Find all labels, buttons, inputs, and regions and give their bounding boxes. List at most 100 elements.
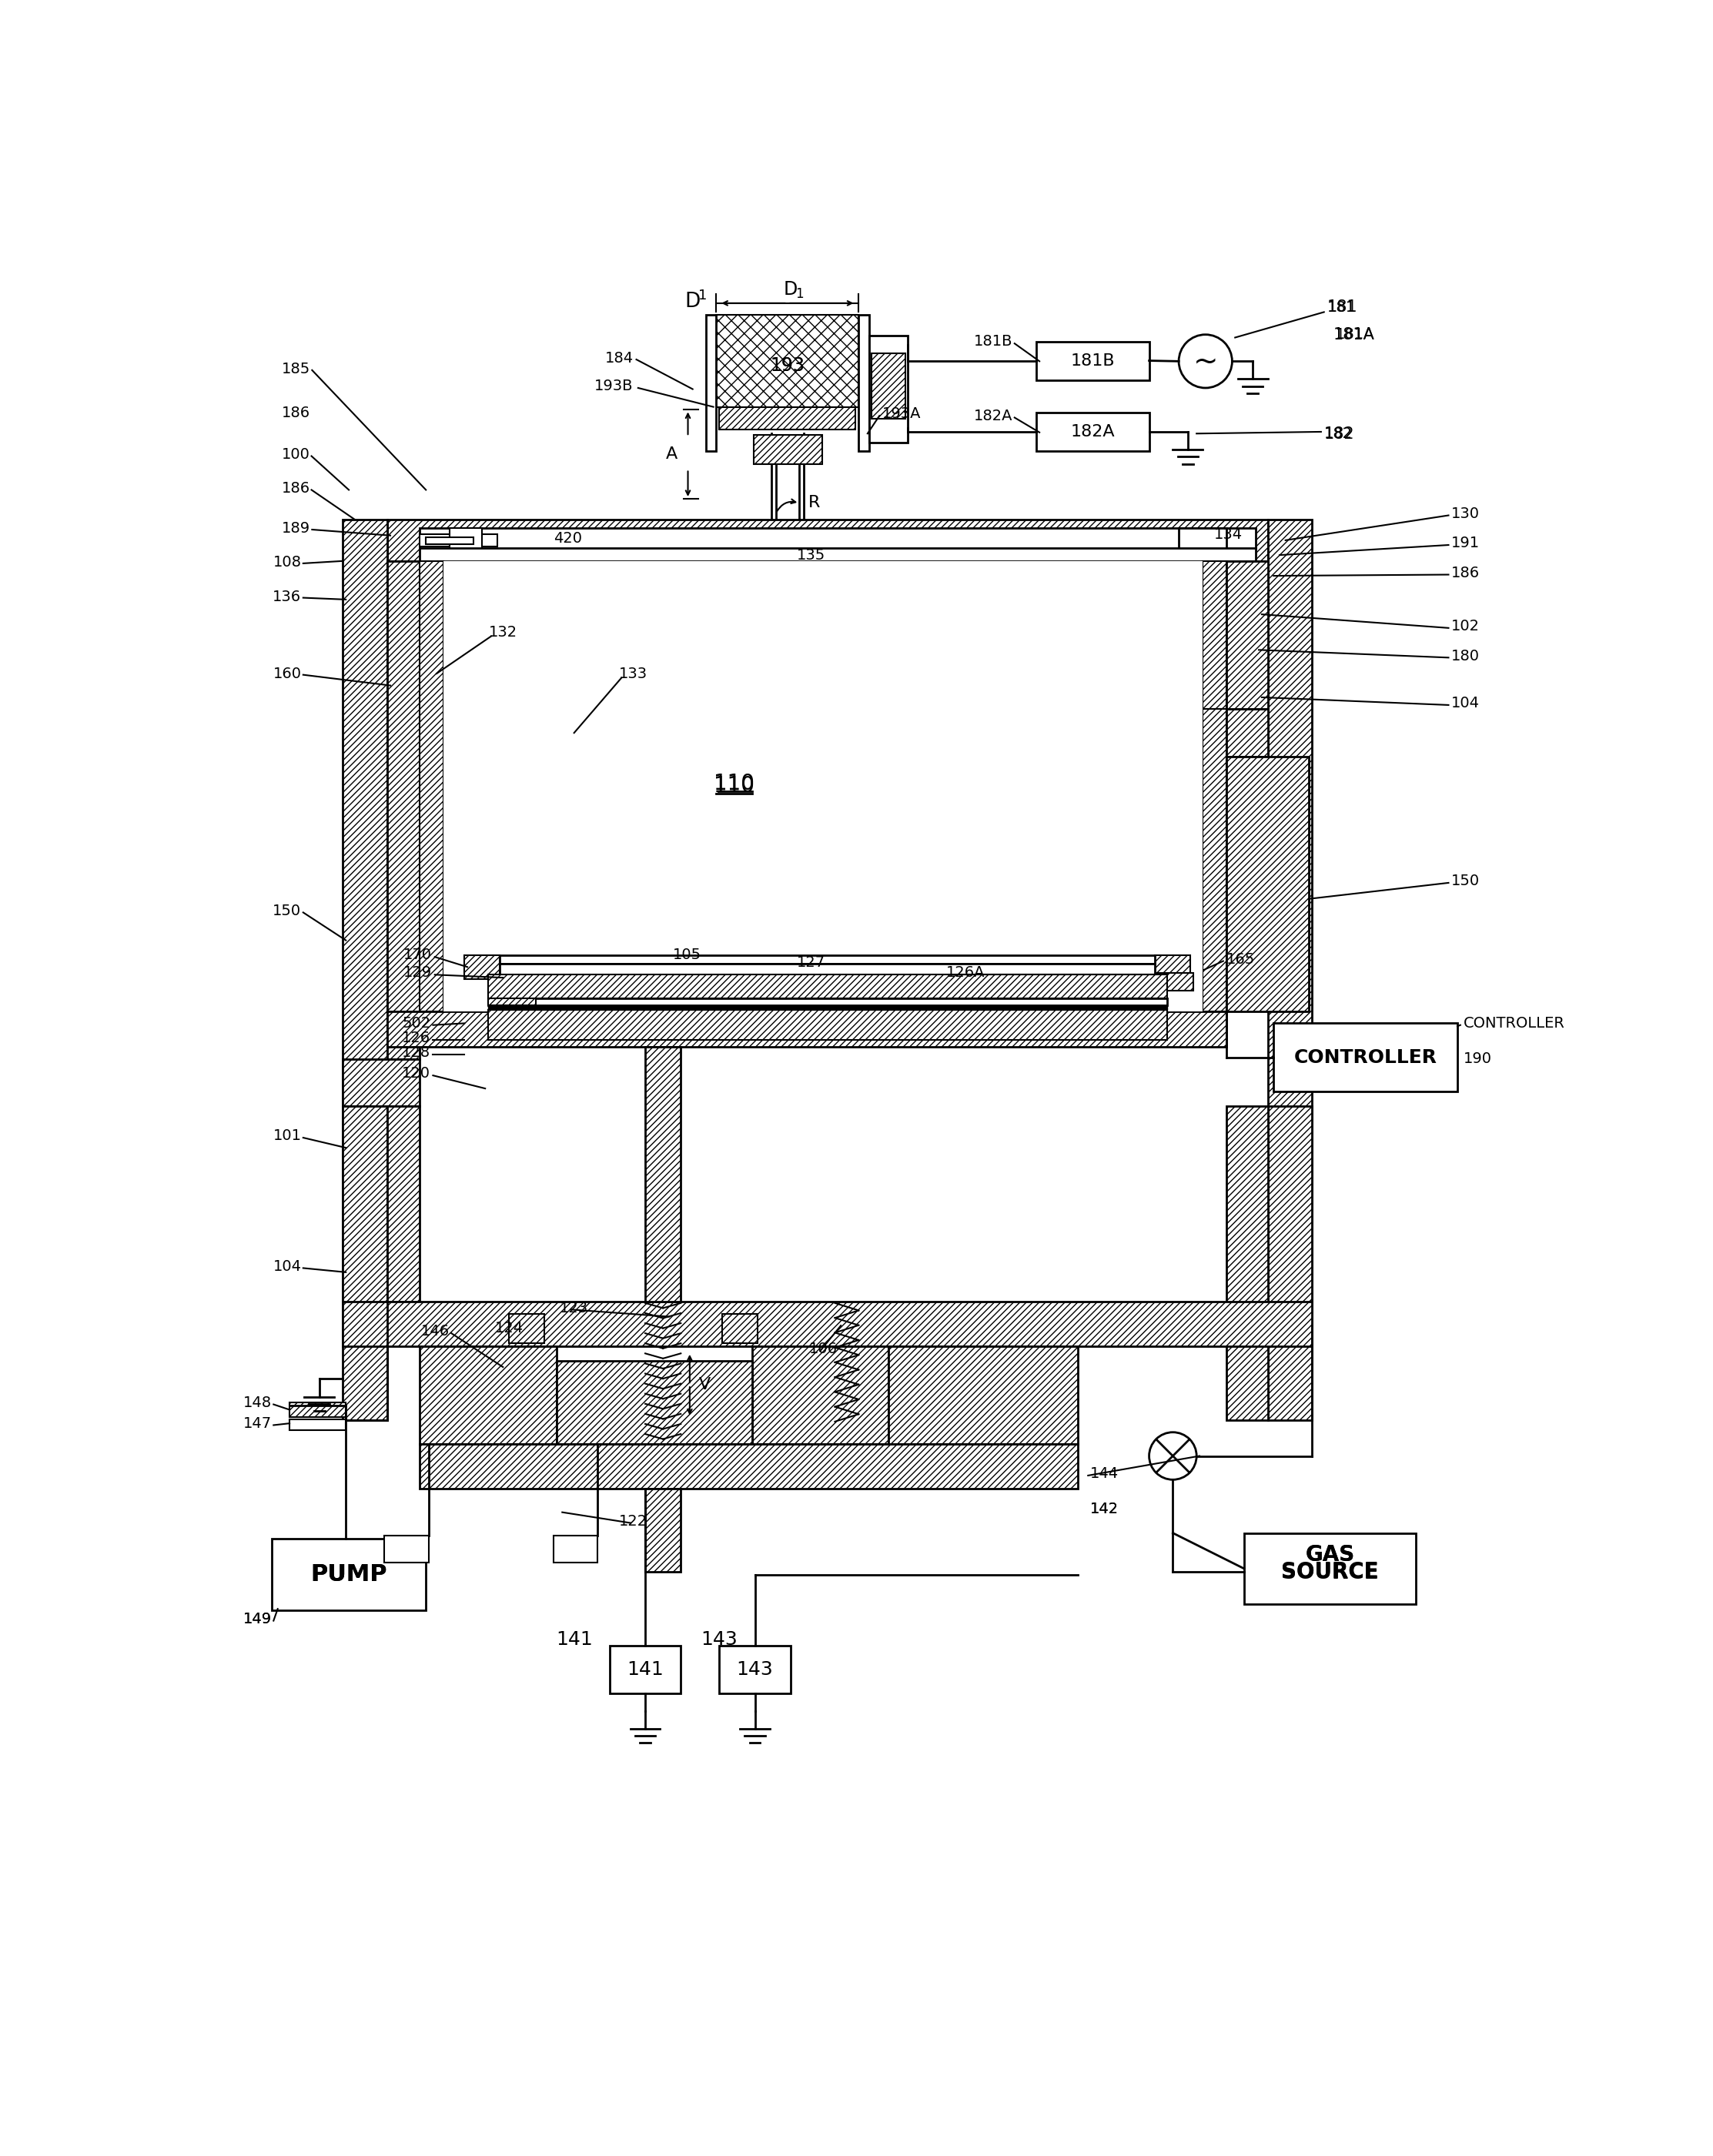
Text: 193B: 193B <box>594 379 634 392</box>
Text: 184: 184 <box>605 351 634 367</box>
Bar <box>706 315 716 451</box>
Bar <box>384 1535 428 1563</box>
Text: 133: 133 <box>618 666 648 681</box>
Text: 110: 110 <box>714 776 754 798</box>
Text: 122: 122 <box>618 1514 648 1529</box>
Bar <box>289 1404 346 1416</box>
Text: V: V <box>699 1378 711 1393</box>
Bar <box>557 1360 752 1445</box>
Bar <box>646 1488 680 1572</box>
Bar <box>1227 561 1268 709</box>
Text: ~: ~ <box>1192 347 1218 375</box>
Bar <box>1203 561 1227 709</box>
Bar <box>1274 1024 1458 1091</box>
Text: 129: 129 <box>403 966 432 981</box>
Bar <box>868 336 908 442</box>
Bar <box>1155 955 1191 979</box>
Text: R: R <box>809 496 821 511</box>
Bar <box>646 1048 680 1302</box>
Bar <box>1036 341 1149 379</box>
Text: 105: 105 <box>673 949 701 962</box>
Bar <box>444 561 1203 1011</box>
Text: PUMP: PUMP <box>310 1563 387 1585</box>
Bar <box>420 535 497 545</box>
Text: 126A: 126A <box>946 966 985 981</box>
Bar <box>1244 1533 1417 1604</box>
Text: 165: 165 <box>1227 953 1256 966</box>
Text: CONTROLLER: CONTROLLER <box>1293 1048 1437 1067</box>
Bar <box>1179 528 1227 550</box>
Text: D: D <box>685 291 701 310</box>
Bar <box>553 1535 598 1563</box>
Bar <box>610 1645 680 1692</box>
Text: 127: 127 <box>797 955 826 970</box>
Text: 170: 170 <box>403 949 432 962</box>
Text: 191: 191 <box>1451 537 1480 550</box>
Bar <box>420 1445 1077 1488</box>
Bar <box>420 1345 557 1445</box>
Bar <box>387 520 1268 561</box>
Bar <box>1227 709 1268 757</box>
Bar <box>343 1059 420 1106</box>
Text: CONTROLLER: CONTROLLER <box>1463 1015 1566 1031</box>
Bar <box>719 407 856 429</box>
Text: 100: 100 <box>283 446 310 461</box>
Bar <box>420 561 444 1011</box>
Text: 182: 182 <box>1324 427 1353 440</box>
Bar <box>488 975 1167 998</box>
Text: 182A: 182A <box>1071 425 1115 440</box>
Text: GAS: GAS <box>1305 1544 1355 1565</box>
Bar <box>464 955 500 979</box>
Bar <box>343 520 387 1313</box>
Bar <box>420 528 1256 550</box>
Bar <box>343 1106 387 1421</box>
Text: 160: 160 <box>272 666 301 681</box>
Text: 181B: 181B <box>975 334 1012 349</box>
Bar <box>872 354 906 418</box>
Bar <box>723 1313 757 1343</box>
Text: 502: 502 <box>403 1015 430 1031</box>
Text: 135: 135 <box>797 548 826 563</box>
Text: 123: 123 <box>560 1300 588 1315</box>
Bar <box>289 1419 346 1429</box>
Text: 190: 190 <box>1463 1052 1492 1067</box>
Text: 106: 106 <box>809 1341 838 1356</box>
Text: 193: 193 <box>771 356 805 375</box>
Text: 102: 102 <box>1451 619 1480 634</box>
Bar <box>343 1302 1312 1345</box>
Bar <box>427 537 473 545</box>
Text: 185: 185 <box>281 362 310 377</box>
Text: 142: 142 <box>1089 1503 1119 1516</box>
Text: 110: 110 <box>714 772 754 793</box>
Text: 182A: 182A <box>975 407 1012 423</box>
Text: 189: 189 <box>281 522 310 535</box>
Text: 146: 146 <box>421 1324 449 1339</box>
Text: 181: 181 <box>1328 300 1357 315</box>
Text: 193: 193 <box>771 356 805 375</box>
Text: 420: 420 <box>553 530 582 545</box>
Bar <box>716 315 858 407</box>
Text: 181: 181 <box>1328 300 1355 315</box>
Bar <box>1268 1106 1312 1421</box>
Bar <box>488 998 536 1005</box>
Bar <box>1227 1106 1268 1421</box>
Text: 132: 132 <box>488 625 517 640</box>
Text: 148: 148 <box>243 1395 272 1410</box>
Bar <box>1227 757 1309 1011</box>
Bar <box>889 1345 1077 1445</box>
Text: 144: 144 <box>1089 1466 1119 1481</box>
Text: 182: 182 <box>1324 427 1355 442</box>
Bar <box>272 1539 427 1611</box>
Bar <box>1036 412 1149 451</box>
Bar <box>387 561 420 1011</box>
Text: 104: 104 <box>272 1259 301 1274</box>
Text: 101: 101 <box>272 1128 301 1143</box>
Text: A: A <box>666 446 678 461</box>
Bar <box>449 528 483 550</box>
Text: 181A: 181A <box>1336 328 1376 343</box>
Text: 126: 126 <box>403 1031 430 1046</box>
Bar <box>754 436 822 464</box>
Text: SOURCE: SOURCE <box>1281 1561 1379 1583</box>
Text: 181A: 181A <box>1333 328 1374 343</box>
Text: GAS: GAS <box>1305 1544 1355 1565</box>
